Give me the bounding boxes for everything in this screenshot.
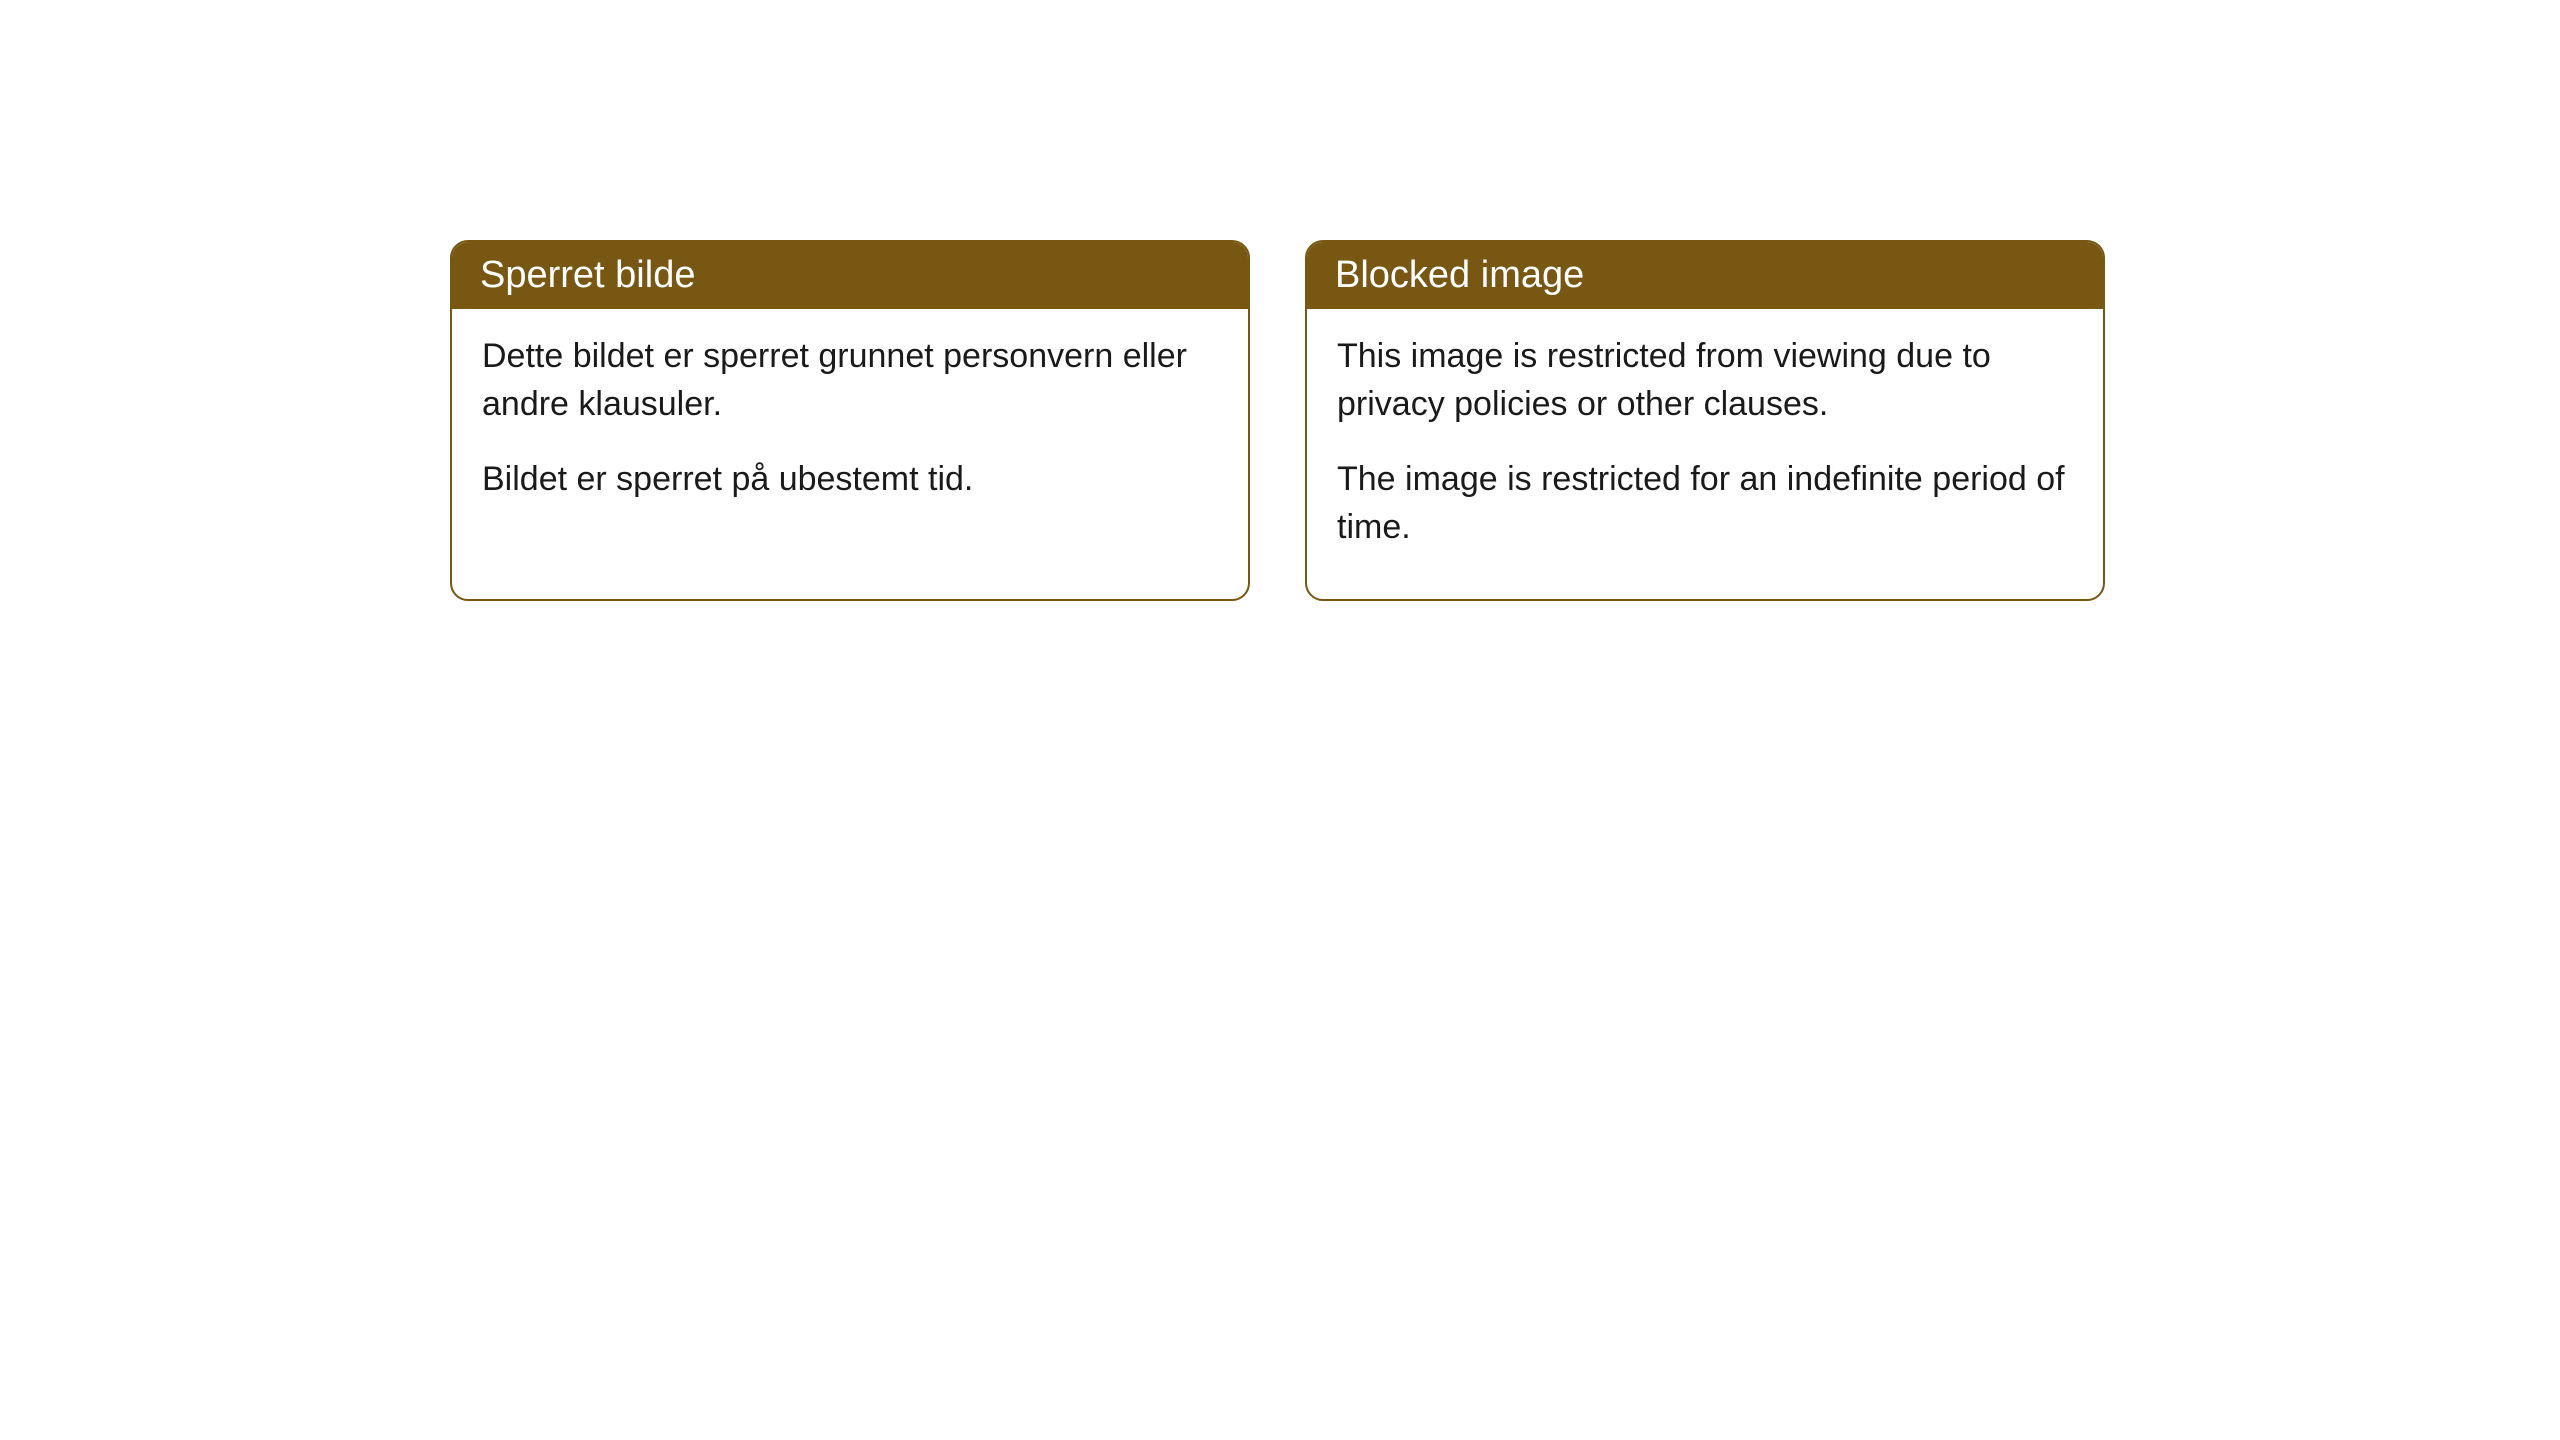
blocked-image-card-norwegian: Sperret bilde Dette bildet er sperret gr… (450, 240, 1250, 601)
card-paragraph-2: The image is restricted for an indefinit… (1337, 456, 2073, 551)
cards-container: Sperret bilde Dette bildet er sperret gr… (0, 0, 2560, 601)
blocked-image-card-english: Blocked image This image is restricted f… (1305, 240, 2105, 601)
card-paragraph-1: This image is restricted from viewing du… (1337, 333, 2073, 428)
card-header: Blocked image (1307, 242, 2103, 309)
card-title: Sperret bilde (480, 254, 695, 296)
card-paragraph-1: Dette bildet er sperret grunnet personve… (482, 333, 1218, 428)
card-paragraph-2: Bildet er sperret på ubestemt tid. (482, 456, 1218, 504)
card-body: This image is restricted from viewing du… (1307, 309, 2103, 599)
card-title: Blocked image (1335, 254, 1584, 296)
card-body: Dette bildet er sperret grunnet personve… (452, 309, 1248, 552)
card-header: Sperret bilde (452, 242, 1248, 309)
